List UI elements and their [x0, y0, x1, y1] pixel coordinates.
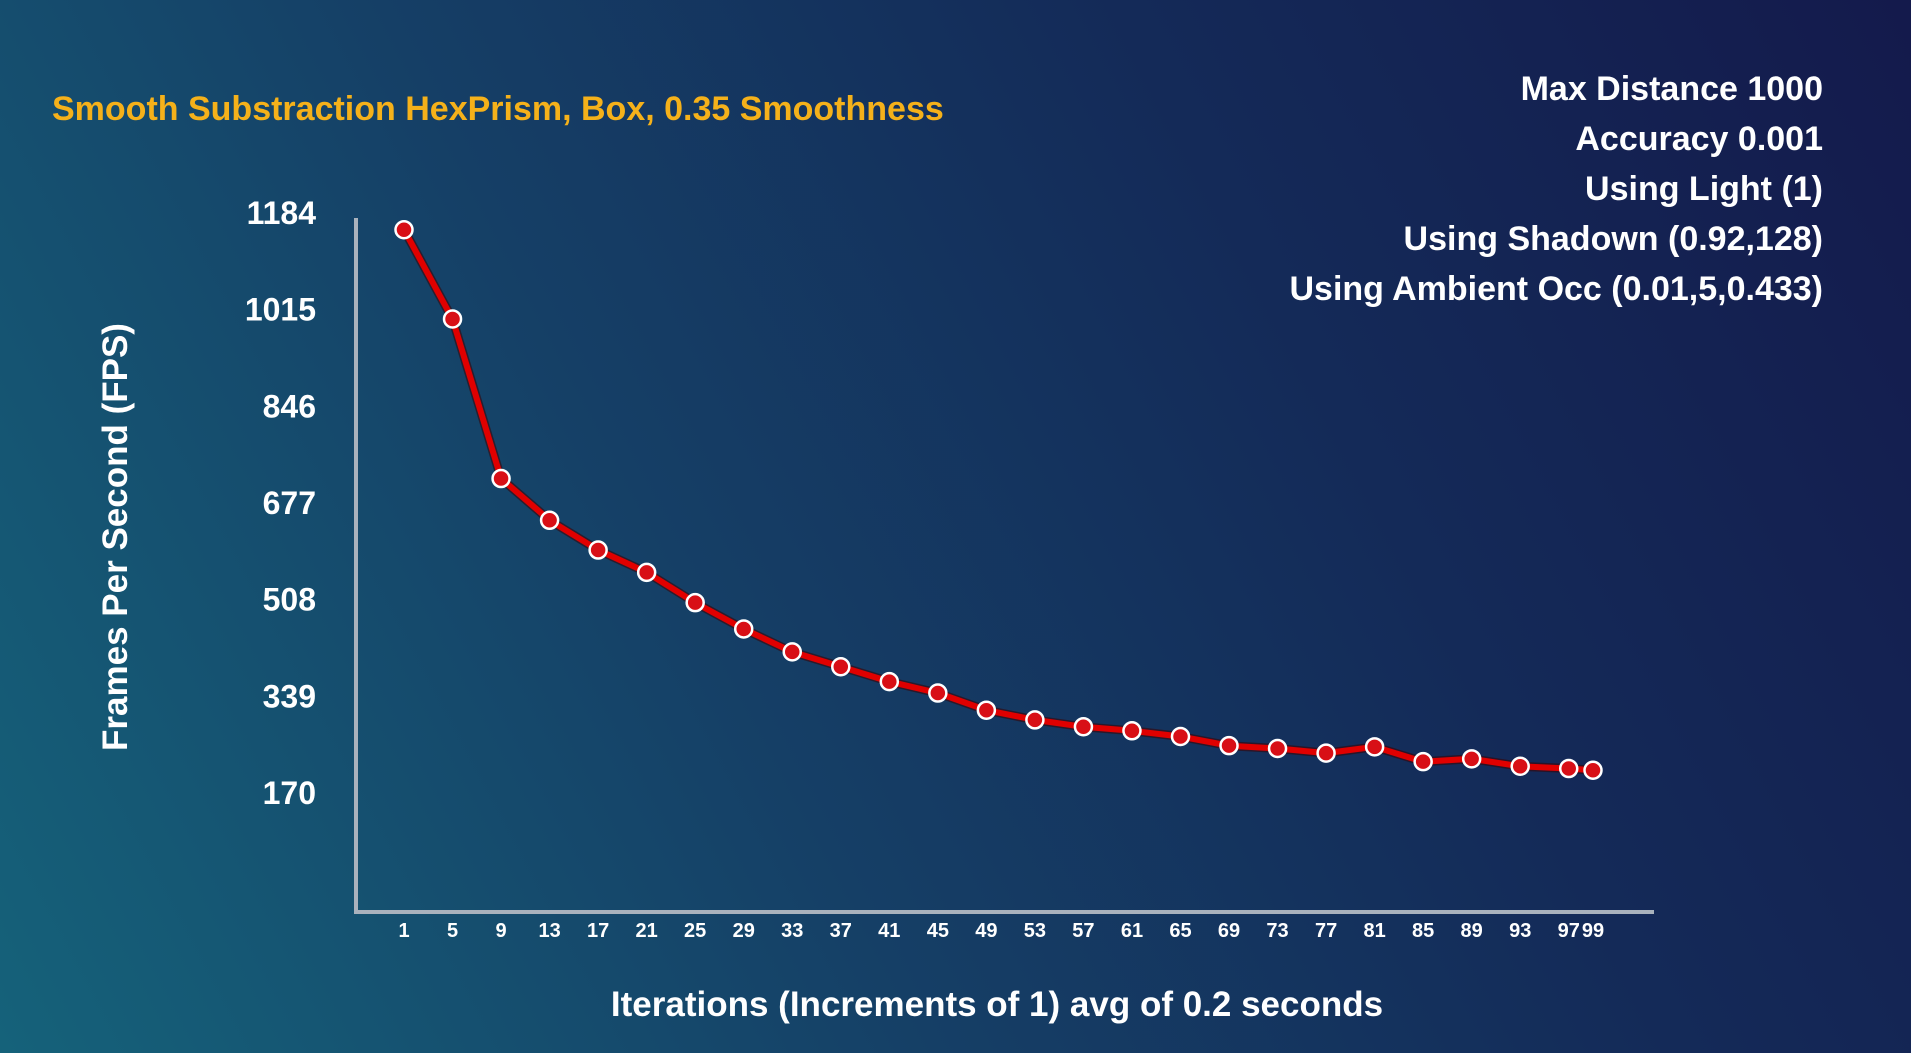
- data-point-69: [1219, 735, 1239, 756]
- x-tick-label-61: 61: [1121, 920, 1143, 942]
- x-tick-label-53: 53: [1024, 920, 1046, 942]
- setting-max-distance: Max Distance 1000: [1520, 70, 1823, 108]
- x-tick-label-21: 21: [636, 920, 658, 942]
- data-point-37: [831, 656, 851, 677]
- setting-ambient-occlusion: Using Ambient Occ (0.01,5,0.433): [1289, 270, 1824, 308]
- y-tick-label-1184: 1184: [247, 195, 317, 231]
- data-point-89: [1461, 749, 1482, 769]
- x-tick-label-89: 89: [1461, 920, 1483, 942]
- x-tick-label-97: 97: [1558, 920, 1580, 942]
- data-point-57: [1073, 717, 1094, 737]
- data-point-17: [588, 540, 608, 560]
- setting-accuracy: Accuracy 0.001: [1575, 120, 1823, 158]
- x-tick-label-9: 9: [495, 920, 506, 942]
- x-tick-label-69: 69: [1218, 920, 1240, 942]
- data-point-45: [928, 683, 948, 703]
- data-point-29: [733, 619, 754, 639]
- y-tick-label-1015: 1015: [245, 292, 316, 328]
- data-point-9: [491, 468, 511, 489]
- setting-shadow: Using Shadown (0.92,128): [1403, 220, 1823, 258]
- setting-light: Using Light (1): [1585, 170, 1823, 208]
- data-point-61: [1122, 721, 1142, 741]
- data-point-99: [1583, 760, 1603, 781]
- y-tick-labels: 170 339 508 677 846 1015 1184: [245, 195, 316, 811]
- x-tick-label-17: 17: [587, 920, 609, 942]
- data-point-73: [1267, 738, 1288, 759]
- data-point-65: [1170, 726, 1191, 747]
- x-tick-labels: 1 5 9 13 17 21 25 29 33 37 41 45 49 53 57 61 65 69 73 77 81 8…: [398, 920, 1604, 942]
- data-point-77: [1316, 743, 1336, 763]
- data-point-93: [1510, 756, 1530, 777]
- x-tick-label-1: 1: [398, 920, 409, 942]
- y-tick-label-170: 170: [263, 775, 316, 811]
- y-axis-label: Frames Per Second (FPS): [96, 323, 135, 751]
- x-tick-label-81: 81: [1363, 920, 1385, 942]
- data-point-25: [685, 592, 705, 613]
- x-tick-label-33: 33: [781, 920, 803, 942]
- x-tick-label-57: 57: [1072, 920, 1094, 942]
- x-tick-label-49: 49: [975, 920, 997, 942]
- series-line-shadow-0: [399, 225, 1598, 775]
- series-layer: [394, 219, 1603, 781]
- data-point-13: [539, 510, 560, 531]
- chart-axes: [354, 218, 1654, 914]
- data-point-49: [976, 700, 997, 720]
- y-tick-label-508: 508: [263, 582, 316, 618]
- data-point-41: [879, 671, 900, 692]
- y-tick-label-846: 846: [263, 388, 316, 424]
- x-tick-label-25: 25: [684, 920, 706, 942]
- data-point-81: [1364, 737, 1385, 757]
- x-tick-label-13: 13: [538, 920, 560, 942]
- data-point-53: [1025, 710, 1045, 730]
- series-line-0: [401, 226, 1596, 774]
- data-point-1: [394, 219, 414, 240]
- x-tick-label-37: 37: [830, 920, 852, 942]
- y-tick-label-339: 339: [263, 678, 316, 714]
- data-point-97: [1558, 758, 1579, 779]
- data-point-85: [1413, 751, 1433, 772]
- x-tick-label-65: 65: [1169, 920, 1191, 942]
- data-point-5: [442, 309, 463, 329]
- x-tick-label-99: 99: [1582, 920, 1604, 942]
- x-tick-label-45: 45: [927, 920, 949, 942]
- settings-panel: Max Distance 1000 Accuracy 0.001 Using L…: [1290, 64, 1824, 314]
- x-tick-label-73: 73: [1266, 920, 1288, 942]
- data-point-33: [782, 642, 802, 662]
- x-tick-label-85: 85: [1412, 920, 1434, 942]
- x-tick-label-5: 5: [447, 920, 458, 942]
- x-tick-label-29: 29: [733, 920, 755, 942]
- x-tick-label-41: 41: [878, 920, 900, 942]
- x-tick-label-77: 77: [1315, 920, 1337, 942]
- chart-title: Smooth Substraction HexPrism, Box, 0.35 …: [52, 90, 944, 128]
- y-tick-label-677: 677: [263, 485, 316, 521]
- x-tick-label-93: 93: [1509, 920, 1531, 942]
- x-axis-label: Iterations (Increments of 1) avg of 0.2 …: [611, 985, 1383, 1024]
- data-point-21: [636, 562, 657, 583]
